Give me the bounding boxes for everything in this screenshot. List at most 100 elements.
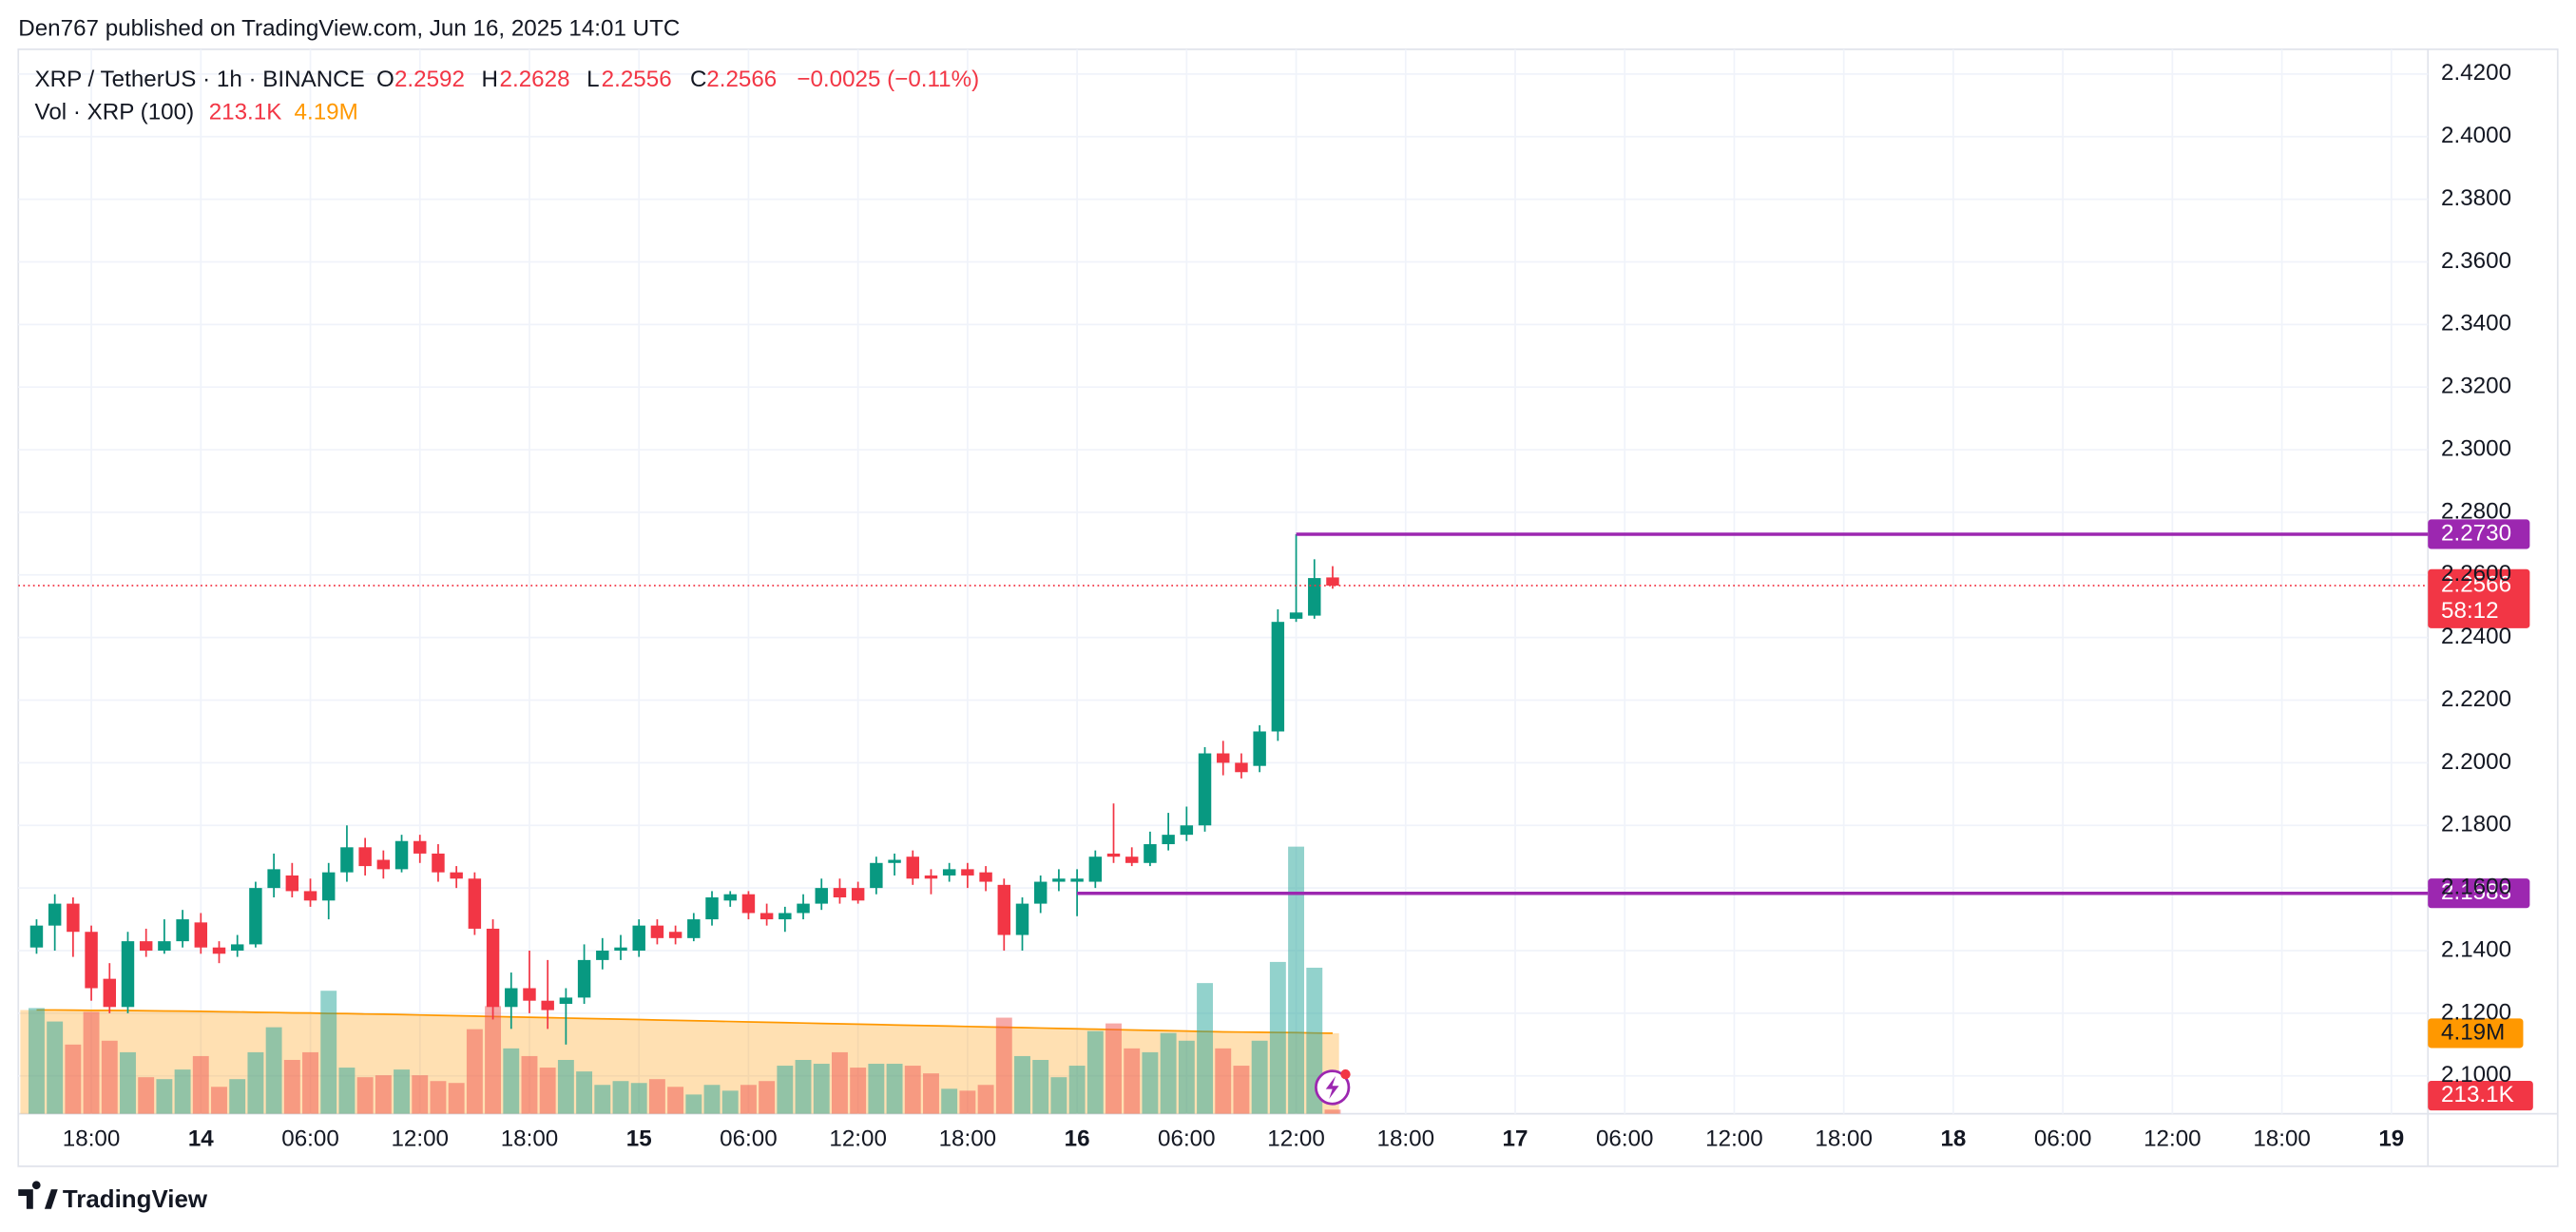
volume-bar bbox=[1032, 1059, 1049, 1114]
x-tick-label: 19 bbox=[2378, 1126, 2404, 1152]
volume-bar bbox=[466, 1029, 483, 1114]
volume-bar bbox=[1142, 1051, 1159, 1114]
candle-body bbox=[505, 988, 518, 1008]
legend-letter: C bbox=[690, 67, 706, 92]
volume-bar bbox=[923, 1073, 939, 1114]
brand: TradingView bbox=[18, 1181, 208, 1213]
candle-body bbox=[358, 847, 372, 867]
volume-bar bbox=[850, 1068, 867, 1114]
candle-body bbox=[979, 872, 992, 882]
x-tick-label: 06:00 bbox=[2034, 1126, 2092, 1152]
volume-bar bbox=[648, 1079, 665, 1114]
candle-body bbox=[523, 988, 536, 1001]
volume-bar bbox=[959, 1090, 976, 1114]
candle-body bbox=[340, 847, 354, 873]
y-tick-label: 2.2800 bbox=[2441, 498, 2511, 524]
volume-bar bbox=[101, 1040, 118, 1114]
y-tick-label: 2.2600 bbox=[2441, 561, 2511, 587]
candle-body bbox=[1198, 753, 1212, 826]
candle-body bbox=[614, 947, 627, 951]
candle-body bbox=[779, 913, 792, 920]
legend-close: 2.2566 bbox=[706, 67, 777, 92]
volume-bar bbox=[156, 1079, 173, 1114]
volume-bar bbox=[721, 1090, 739, 1114]
legend-title: XRP / TetherUS · 1h · BINANCE bbox=[35, 67, 365, 92]
x-tick-label: 17 bbox=[1503, 1126, 1528, 1152]
candle-body bbox=[1217, 753, 1230, 763]
y-tick-label: 2.1600 bbox=[2441, 875, 2511, 900]
volume-bar bbox=[192, 1055, 209, 1114]
volume-bar bbox=[1050, 1077, 1067, 1114]
candle-body bbox=[1144, 844, 1157, 863]
countdown: 58:12 bbox=[2441, 598, 2499, 624]
volume-bar bbox=[759, 1081, 776, 1114]
y-tick-label: 2.2000 bbox=[2441, 749, 2511, 775]
candle-body bbox=[1253, 731, 1266, 766]
x-tick-label: 12:00 bbox=[1705, 1126, 1763, 1152]
volume-bar bbox=[1251, 1040, 1268, 1114]
candle-body bbox=[596, 950, 609, 960]
volume-bar bbox=[594, 1085, 611, 1114]
candle-body bbox=[285, 875, 299, 892]
y-tick-label: 2.3200 bbox=[2441, 374, 2511, 399]
x-tick-label: 14 bbox=[188, 1126, 214, 1152]
x-tick-label: 15 bbox=[626, 1126, 652, 1152]
legend-letter: L bbox=[586, 67, 599, 92]
x-tick-label: 18:00 bbox=[1815, 1126, 1873, 1152]
volume-bar bbox=[1215, 1048, 1232, 1114]
volume-bar bbox=[265, 1027, 282, 1114]
candle-body bbox=[176, 919, 189, 942]
x-tick-label: 18:00 bbox=[63, 1126, 121, 1152]
volume-bar bbox=[65, 1044, 82, 1114]
x-tick-label: 12:00 bbox=[2143, 1126, 2201, 1152]
candle-body bbox=[1326, 577, 1339, 586]
volume-bar bbox=[247, 1051, 264, 1114]
candle-body bbox=[212, 947, 226, 954]
candle-body bbox=[705, 897, 719, 920]
x-tick-label: 12:00 bbox=[1267, 1126, 1325, 1152]
volume-bar bbox=[174, 1069, 191, 1114]
current-price-box bbox=[2428, 568, 2530, 628]
y-tick-label: 2.3000 bbox=[2441, 435, 2511, 461]
candle-body bbox=[997, 884, 1011, 935]
candle-body bbox=[139, 941, 153, 951]
x-tick-label: 16 bbox=[1065, 1126, 1090, 1152]
volume-bar bbox=[1068, 1066, 1086, 1114]
candle-body bbox=[833, 888, 847, 898]
candle-body bbox=[394, 840, 409, 870]
candle-body bbox=[85, 932, 98, 989]
chart-frame bbox=[17, 48, 2559, 1167]
volume-bar bbox=[868, 1064, 885, 1114]
candle-body bbox=[815, 888, 828, 904]
price-label: 2.2730 bbox=[2441, 520, 2511, 546]
volume-bar bbox=[394, 1069, 410, 1114]
candle-body bbox=[650, 925, 664, 938]
volume-bar bbox=[995, 1017, 1012, 1114]
volume-bar bbox=[356, 1077, 374, 1114]
volume-bar bbox=[1178, 1040, 1195, 1114]
candle-body bbox=[194, 922, 208, 948]
volume-bar bbox=[211, 1087, 227, 1114]
legend-high: 2.2628 bbox=[500, 67, 570, 92]
y-tick-label: 2.1800 bbox=[2441, 812, 2511, 837]
current-price-label: 2.2566 bbox=[2441, 571, 2511, 597]
y-tick-label: 2.3800 bbox=[2441, 185, 2511, 211]
x-tick-label: 06:00 bbox=[1596, 1126, 1654, 1152]
candle-body bbox=[1052, 878, 1066, 882]
candle-body bbox=[577, 959, 591, 998]
y-tick-label: 2.2200 bbox=[2441, 686, 2511, 712]
volume-bar bbox=[338, 1068, 356, 1114]
volume-bar bbox=[612, 1081, 629, 1114]
candle-body bbox=[67, 903, 80, 933]
candle-body bbox=[632, 925, 645, 951]
volume-bar bbox=[703, 1085, 721, 1114]
candle-body bbox=[1308, 578, 1321, 616]
brand-name: TradingView bbox=[63, 1186, 208, 1213]
candle-body bbox=[413, 840, 427, 854]
candle-body bbox=[450, 872, 463, 879]
legend-volume-title: Vol · XRP (100) bbox=[35, 100, 195, 125]
volume-bar bbox=[503, 1048, 520, 1114]
volume-bar bbox=[521, 1055, 538, 1114]
candle-body bbox=[906, 857, 919, 879]
